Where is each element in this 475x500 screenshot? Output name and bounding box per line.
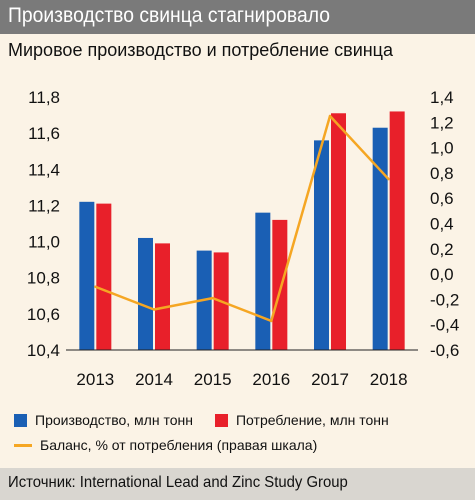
legend-consumption-swatch [214, 413, 228, 427]
y-left-tick-label: 11,2 [28, 196, 60, 215]
y-left-tick-label: 10,8 [27, 269, 60, 288]
consumption-bar [272, 219, 288, 350]
x-tick-label: 2015 [194, 370, 232, 389]
legend-balance-label: Баланс, % от потребления (правая шкала) [40, 437, 318, 453]
source-bar: Источник: International Lead and Zinc St… [0, 468, 475, 500]
consumption-bar [96, 203, 112, 350]
y-right-tick-label: 0,8 [430, 164, 454, 183]
y-right-tick-label: 0,4 [430, 215, 454, 234]
x-tick-label: 2017 [311, 370, 349, 389]
production-bar [79, 201, 95, 350]
balance-point [328, 114, 332, 118]
y-left-tick-label: 10,4 [27, 341, 60, 360]
balance-point [387, 178, 390, 181]
production-bar [314, 140, 329, 350]
y-left-tick-label: 11,4 [28, 160, 60, 179]
consumption-bar [389, 111, 405, 350]
y-right-tick-label: 0,2 [430, 240, 454, 259]
y-right-tick-label: 0,0 [430, 265, 454, 284]
x-tick-label: 2016 [252, 370, 290, 389]
y-right-tick-label: 1,4 [430, 88, 454, 107]
source-note: Источник: International Lead and Zinc St… [8, 474, 348, 491]
y-left-tick-label: 11,0 [28, 233, 60, 252]
balance-point [152, 308, 156, 311]
x-tick-label: 2018 [370, 370, 408, 389]
legend-production-swatch [14, 413, 27, 427]
y-left-tick-label: 11,6 [28, 124, 60, 143]
y-left-tick-label: 11,8 [28, 88, 60, 107]
y-right-tick-label: -0,2 [430, 290, 459, 309]
legend-row-1: Производство, млн тонн Потребление, млн … [14, 412, 389, 428]
consumption-bar [155, 243, 170, 350]
consumption-bar [331, 113, 346, 350]
legend-consumption-label: Потребление, млн тонн [235, 412, 389, 428]
y-right-tick-label: -0,6 [430, 341, 459, 360]
balance-point [94, 285, 97, 288]
chart-plot: 10,4 10,6 10,8 11,0 11,2 11,4 11,6 11,8 -0,6 -0,4… [27, 88, 459, 389]
legend-row-2: Баланс, % от потребления (правая шкала) [14, 437, 317, 453]
x-tick-label: 2014 [135, 370, 173, 389]
y-right-tick-label: 1,0 [430, 139, 454, 158]
chart-title: Производство свинца стагнировало [8, 4, 330, 27]
legend-production-label: Производство, млн тонн [35, 412, 193, 428]
y-left-tick-label: 10,6 [27, 305, 60, 324]
balance-point [270, 319, 273, 323]
production-bar [372, 127, 388, 350]
production-bar [138, 237, 153, 350]
balance-line [94, 114, 390, 323]
x-tick-label: 2013 [76, 370, 114, 389]
legend-balance-swatch [14, 443, 32, 447]
y-right-tick-label: 1,2 [430, 113, 454, 132]
balance-point [211, 296, 214, 300]
production-bar [255, 212, 271, 350]
title-bar: Производство свинца стагнировало [0, 0, 475, 34]
y-right-tick-label: 0,6 [430, 189, 454, 208]
chart-subtitle: Мировое производство и потребление свинц… [8, 40, 394, 60]
y-right-tick-label: -0,4 [430, 316, 459, 335]
